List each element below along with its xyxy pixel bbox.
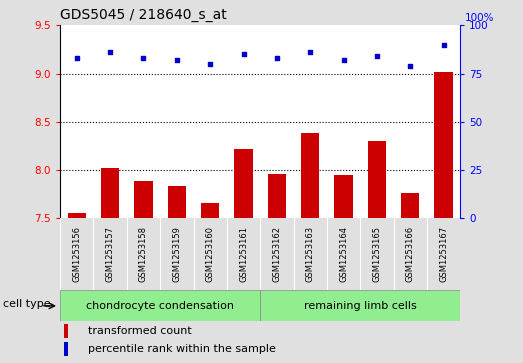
- Text: 100%: 100%: [464, 13, 494, 23]
- Text: GSM1253157: GSM1253157: [106, 226, 115, 282]
- Text: GSM1253166: GSM1253166: [406, 226, 415, 282]
- Bar: [435, 72, 453, 218]
- Text: GSM1253164: GSM1253164: [339, 226, 348, 282]
- Bar: [268, 174, 286, 218]
- Bar: [234, 148, 253, 218]
- Text: GSM1253159: GSM1253159: [173, 226, 181, 282]
- Bar: [334, 175, 353, 218]
- Text: GSM1253161: GSM1253161: [239, 226, 248, 282]
- Text: GSM1253156: GSM1253156: [72, 226, 81, 282]
- Bar: [301, 133, 320, 218]
- Bar: [260, 290, 460, 321]
- Bar: [101, 168, 119, 218]
- Point: [240, 51, 248, 57]
- Point: [272, 55, 281, 61]
- Text: chondrocyte condensation: chondrocyte condensation: [86, 301, 234, 311]
- Text: GSM1253160: GSM1253160: [206, 226, 214, 282]
- Bar: [368, 141, 386, 218]
- Point: [439, 42, 448, 48]
- Bar: [168, 186, 186, 218]
- Text: remaining limb cells: remaining limb cells: [304, 301, 417, 311]
- Point: [173, 57, 181, 63]
- Point: [306, 49, 314, 55]
- Point: [73, 55, 81, 61]
- Point: [373, 53, 381, 59]
- Text: percentile rank within the sample: percentile rank within the sample: [88, 344, 276, 354]
- Bar: [64, 324, 68, 338]
- Bar: [67, 213, 86, 218]
- Bar: [401, 193, 419, 218]
- Text: cell type: cell type: [3, 299, 51, 309]
- Point: [206, 61, 214, 67]
- Text: GSM1253158: GSM1253158: [139, 226, 148, 282]
- Text: GSM1253162: GSM1253162: [272, 226, 281, 282]
- Point: [339, 57, 348, 63]
- Text: transformed count: transformed count: [88, 326, 192, 336]
- Text: GSM1253165: GSM1253165: [372, 226, 381, 282]
- Point: [139, 55, 147, 61]
- Bar: [64, 342, 68, 356]
- Text: GSM1253163: GSM1253163: [306, 226, 315, 282]
- Text: GDS5045 / 218640_s_at: GDS5045 / 218640_s_at: [60, 8, 227, 22]
- Point: [406, 63, 414, 69]
- Bar: [201, 203, 219, 218]
- Bar: [60, 290, 260, 321]
- Bar: [134, 181, 153, 218]
- Point: [106, 49, 115, 55]
- Text: GSM1253167: GSM1253167: [439, 226, 448, 282]
